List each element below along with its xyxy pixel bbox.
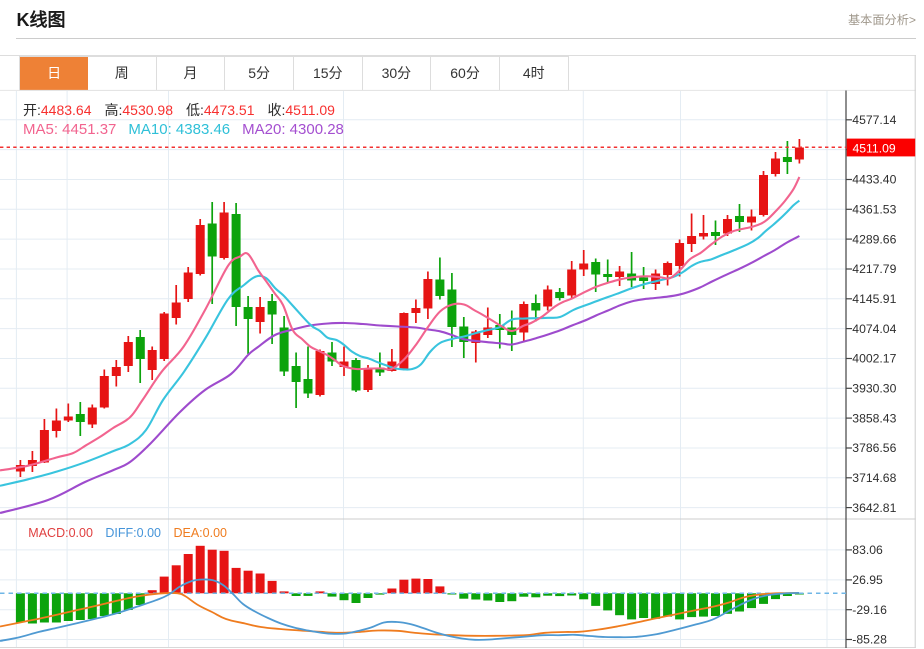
svg-text:4074.04: 4074.04 [852, 322, 896, 336]
svg-text:3714.68: 3714.68 [852, 471, 896, 485]
svg-text:4511.09: 4511.09 [853, 141, 896, 155]
svg-text:4217.79: 4217.79 [852, 262, 896, 276]
svg-text:4289.66: 4289.66 [852, 232, 896, 246]
svg-text:4145.91: 4145.91 [852, 292, 896, 306]
svg-text:4361.53: 4361.53 [852, 203, 896, 217]
svg-text:83.06: 83.06 [852, 543, 883, 557]
svg-text:3930.30: 3930.30 [852, 382, 896, 396]
svg-text:3786.56: 3786.56 [852, 441, 896, 455]
svg-text:4577.14: 4577.14 [852, 113, 896, 127]
svg-text:-29.16: -29.16 [852, 603, 887, 617]
svg-text:26.95: 26.95 [852, 573, 883, 587]
svg-text:4433.40: 4433.40 [852, 173, 896, 187]
svg-text:3642.81: 3642.81 [852, 501, 896, 515]
svg-text:3858.43: 3858.43 [852, 411, 896, 425]
svg-text:4002.17: 4002.17 [852, 352, 896, 366]
svg-text:-85.28: -85.28 [852, 633, 887, 647]
